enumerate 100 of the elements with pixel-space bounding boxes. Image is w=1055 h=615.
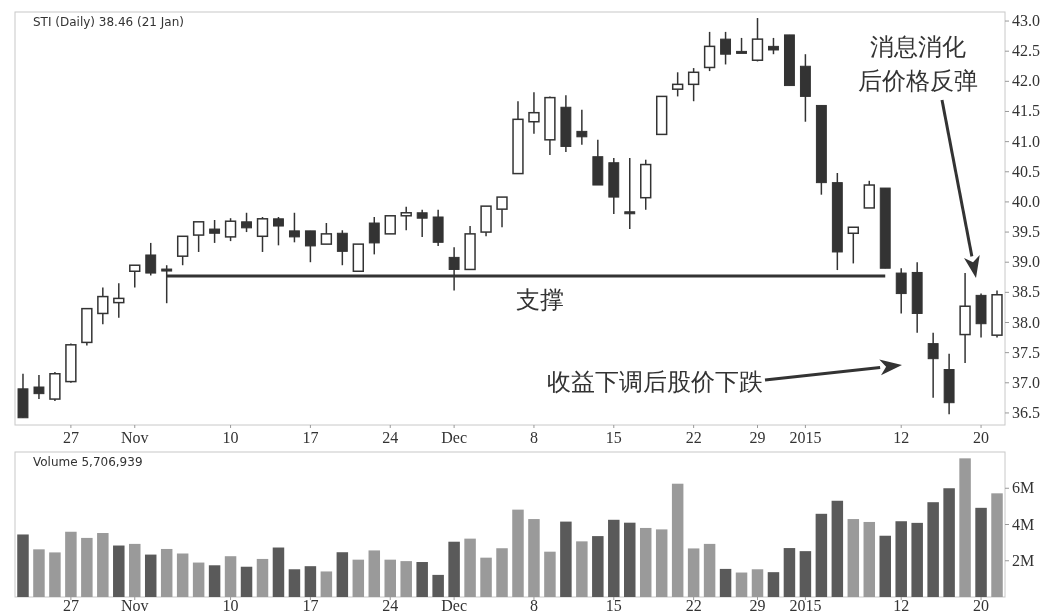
bar — [320, 571, 333, 597]
candlestick — [256, 216, 269, 253]
candlestick — [927, 332, 939, 399]
candlestick — [703, 31, 716, 72]
x-tick-label: 17 — [302, 597, 319, 614]
bar — [113, 545, 125, 597]
x-tick-label: 17 — [302, 429, 319, 446]
y-tick-label: 39.5 — [1012, 223, 1040, 241]
bar — [927, 502, 939, 597]
x-tick-label: 20 — [973, 597, 990, 614]
bar — [576, 541, 588, 597]
candlestick — [671, 71, 684, 98]
candlestick — [273, 216, 284, 247]
bar — [400, 561, 412, 597]
bar — [272, 547, 285, 597]
bar — [624, 522, 636, 597]
bar — [17, 534, 29, 597]
candlestick — [224, 217, 237, 242]
x-tick-label: 10 — [222, 429, 239, 446]
bar — [735, 572, 748, 597]
x-tick-label: Nov — [120, 597, 149, 614]
candlestick — [97, 286, 109, 326]
bar — [81, 537, 93, 597]
candlestick — [528, 91, 540, 135]
bar — [208, 565, 221, 597]
y-tick-label: 37.0 — [1012, 373, 1040, 391]
x-tick-label: 8 — [529, 597, 538, 614]
y-tick-label: 40.0 — [1012, 192, 1040, 210]
x-tick-label: 27 — [62, 429, 79, 446]
bar — [751, 569, 764, 597]
candlestick — [209, 219, 221, 244]
chart-title: STI (Daily) 38.46 (21 Jan) — [33, 15, 184, 29]
candlestick — [496, 196, 508, 228]
bar — [703, 543, 716, 597]
bar — [224, 556, 237, 597]
bar — [671, 483, 684, 597]
y-tick-label: 42.0 — [1012, 72, 1040, 90]
bar — [975, 507, 987, 597]
bar — [560, 521, 572, 597]
candlestick — [129, 264, 141, 289]
y-tick-label: 39.0 — [1012, 253, 1040, 271]
annotation: 收益下调后股价下跌 — [547, 368, 763, 396]
candlestick — [624, 157, 636, 230]
x-tick-label: 24 — [382, 429, 399, 446]
bar — [129, 543, 141, 597]
x-tick-label: 12 — [893, 597, 910, 614]
x-tick-label: Dec — [441, 429, 467, 446]
bar — [911, 522, 923, 597]
candlestick — [304, 230, 316, 263]
candlestick — [384, 215, 396, 235]
x-tick-label: 2015 — [789, 597, 822, 614]
x-tick-label: 2015 — [789, 429, 822, 446]
candlestick — [847, 226, 860, 265]
bar — [160, 548, 173, 597]
y-tick-label: 38.0 — [1012, 313, 1040, 331]
x-tick-label: 22 — [685, 429, 702, 446]
candlestick — [687, 67, 700, 102]
bar — [464, 538, 476, 597]
bar — [815, 513, 828, 597]
candlestick — [176, 235, 189, 266]
bar — [97, 533, 109, 597]
bar — [592, 536, 604, 597]
bar — [384, 559, 396, 597]
candlestick — [863, 180, 875, 209]
bar — [719, 568, 732, 597]
bar — [512, 509, 524, 597]
x-tick-label: 29 — [749, 429, 766, 446]
annotation: 支撑 — [516, 286, 564, 314]
bar — [655, 529, 668, 597]
bar — [176, 553, 189, 597]
x-tick-label: Nov — [120, 429, 149, 446]
bar — [49, 552, 61, 597]
bar — [65, 531, 77, 597]
bar — [687, 548, 700, 597]
bar — [879, 535, 891, 597]
y-tick-label: 43.0 — [1012, 12, 1040, 30]
x-tick-label: 15 — [605, 429, 622, 446]
bar — [991, 493, 1003, 597]
y-tick-label: 41.5 — [1012, 102, 1040, 120]
candlestick — [751, 17, 764, 63]
candlestick — [145, 242, 157, 277]
bar — [847, 519, 860, 597]
candlestick — [416, 209, 428, 238]
y-tick-label: 2M — [1012, 551, 1035, 569]
bar — [448, 541, 460, 597]
candlestick — [241, 212, 252, 233]
bar — [608, 519, 620, 597]
x-tick-label: 27 — [62, 597, 79, 614]
y-tick-label: 37.5 — [1012, 343, 1040, 361]
bar — [288, 569, 301, 597]
candlestick — [33, 374, 45, 400]
y-tick-label: 36.5 — [1012, 403, 1040, 421]
y-tick-label: 38.5 — [1012, 283, 1040, 301]
x-tick-label: 10 — [222, 597, 239, 614]
bar — [496, 548, 508, 597]
bar — [336, 552, 349, 597]
bar — [959, 458, 971, 597]
candlestick — [368, 216, 380, 256]
candlestick — [576, 108, 588, 146]
x-tick-label: 15 — [605, 597, 622, 614]
